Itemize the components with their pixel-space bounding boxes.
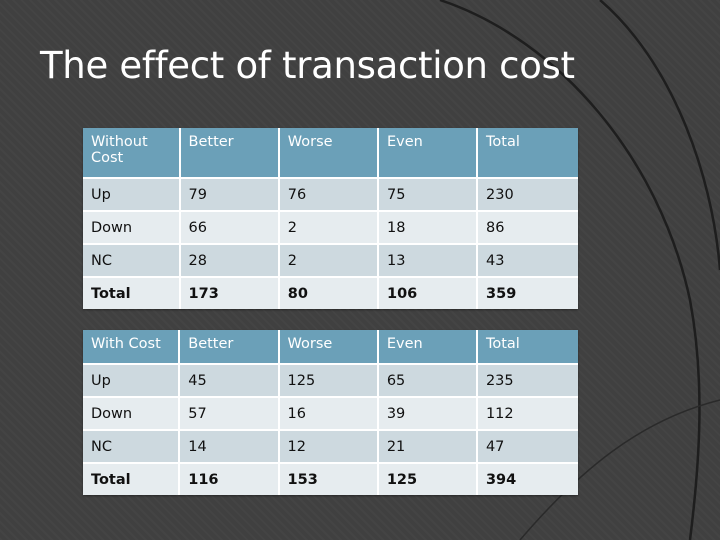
- decorative-arc-bottom: [519, 399, 720, 540]
- table-cell: 125: [278, 364, 379, 398]
- decorative-arc-outer: [439, 0, 701, 540]
- table-cell: 153: [278, 463, 379, 495]
- table-cell: 28: [179, 244, 280, 278]
- table-cell: 2: [278, 211, 379, 245]
- with-cost-table: With Cost Better Worse Even Total Up 45 …: [83, 330, 578, 495]
- slide-title: The effect of transaction cost: [40, 44, 575, 87]
- header-cell: Total: [477, 128, 578, 179]
- table-row: Down 66 2 18 86: [83, 211, 578, 245]
- row-label-cell: Down: [83, 397, 181, 431]
- header-cell: Without Cost: [83, 128, 181, 179]
- header-cell: Even: [377, 330, 478, 365]
- table-cell: 65: [377, 364, 478, 398]
- table-cell: 16: [278, 397, 379, 431]
- table-cell: 66: [179, 211, 280, 245]
- table-cell: 80: [278, 277, 379, 309]
- header-cell: Better: [179, 330, 280, 365]
- table-cell: 359: [477, 277, 578, 309]
- table-cell: 39: [377, 397, 478, 431]
- row-label-cell: Total: [83, 277, 181, 309]
- row-label-cell: Total: [83, 463, 181, 495]
- table-cell: 79: [179, 178, 280, 212]
- table-cell: 21: [377, 430, 478, 464]
- table-cell: 47: [476, 430, 578, 464]
- table-cell: 14: [179, 430, 280, 464]
- table-cell: 45: [179, 364, 280, 398]
- table-row: Down 57 16 39 112: [83, 397, 578, 431]
- table-cell: 12: [278, 430, 379, 464]
- table-row: Up 45 125 65 235: [83, 364, 578, 398]
- table-cell: 13: [377, 244, 479, 278]
- table-cell: 57: [179, 397, 280, 431]
- table-cell: 173: [179, 277, 280, 309]
- header-cell: Even: [377, 128, 479, 179]
- table-cell: 43: [477, 244, 578, 278]
- table-header-row: Without Cost Better Worse Even Total: [83, 128, 578, 179]
- table-total-row: Total 116 153 125 394: [83, 463, 578, 495]
- row-label-cell: NC: [83, 244, 181, 278]
- table-cell: 75: [377, 178, 479, 212]
- table-header-row: With Cost Better Worse Even Total: [83, 330, 578, 365]
- table-cell: 116: [179, 463, 280, 495]
- table-cell: 106: [377, 277, 479, 309]
- table-cell: 86: [477, 211, 578, 245]
- table-cell: 230: [477, 178, 578, 212]
- header-cell: Worse: [278, 330, 379, 365]
- table-cell: 112: [476, 397, 578, 431]
- row-label-cell: Up: [83, 364, 181, 398]
- table-row: NC 28 2 13 43: [83, 244, 578, 278]
- table-cell: 2: [278, 244, 379, 278]
- row-label-cell: NC: [83, 430, 181, 464]
- decorative-arc-inner: [599, 0, 720, 271]
- header-cell: Total: [476, 330, 578, 365]
- header-cell: With Cost: [83, 330, 181, 365]
- table-cell: 394: [476, 463, 578, 495]
- table-cell: 235: [476, 364, 578, 398]
- row-label-cell: Down: [83, 211, 181, 245]
- row-label-cell: Up: [83, 178, 181, 212]
- header-cell: Worse: [278, 128, 379, 179]
- table-cell: 125: [377, 463, 478, 495]
- table-cell: 18: [377, 211, 479, 245]
- table-cell: 76: [278, 178, 379, 212]
- table-total-row: Total 173 80 106 359: [83, 277, 578, 309]
- table-row: Up 79 76 75 230: [83, 178, 578, 212]
- table-row: NC 14 12 21 47: [83, 430, 578, 464]
- header-cell: Better: [179, 128, 280, 179]
- without-cost-table: Without Cost Better Worse Even Total Up …: [83, 128, 578, 309]
